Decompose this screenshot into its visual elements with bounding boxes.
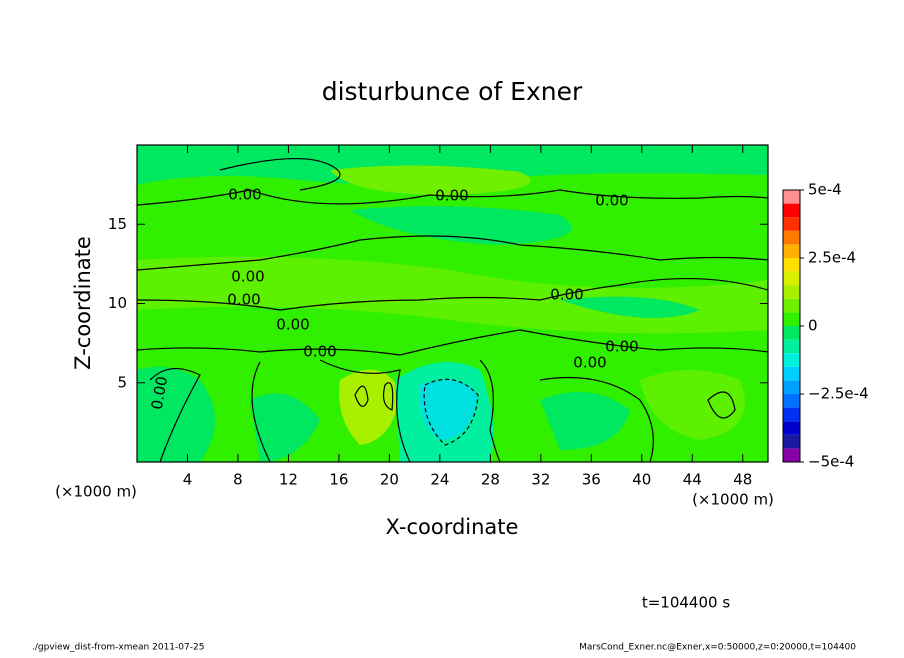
- colorbar-band: [783, 326, 800, 340]
- contour-line: [137, 235, 768, 271]
- field-patch: [137, 366, 215, 462]
- contour-label: 0.00: [227, 291, 260, 309]
- colorbar-band: [783, 244, 800, 258]
- contour-line: [423, 378, 479, 446]
- colorbar-tick-label: −5e-4: [808, 453, 854, 471]
- contour-line: [707, 391, 736, 419]
- colorbar-band: [783, 285, 800, 299]
- colorbar-band: [783, 353, 800, 367]
- colorbar-band: [783, 190, 800, 204]
- colorbar-band: [783, 203, 800, 218]
- field-patch: [419, 379, 478, 440]
- contour-label: 0.00: [148, 375, 172, 411]
- contour-line: [137, 189, 768, 206]
- x-tick-label: 48: [733, 471, 752, 489]
- colorbar-band: [783, 421, 800, 435]
- contour-label: 0.00: [276, 316, 309, 334]
- x-axis-title: X-coordinate: [386, 515, 519, 539]
- contour-line: [479, 359, 501, 462]
- colorbar-band: [783, 258, 800, 272]
- colorbar-tick-label: 5e-4: [808, 181, 842, 199]
- colorbar-tick-label: −2.5e-4: [808, 385, 869, 403]
- y-tick-label: 10: [108, 294, 127, 312]
- contour-line: [137, 329, 768, 356]
- colorbar-band: [783, 298, 800, 313]
- x-tick-label: 44: [683, 471, 702, 489]
- x-tick-label: 24: [430, 471, 449, 489]
- contour-label: 0.00: [228, 186, 261, 204]
- contour-labels: 0.00 0.00 0.00 0.00 0.00 0.00 0.00 0.00 …: [148, 186, 639, 411]
- chart-title: disturbunce of Exner: [322, 77, 583, 106]
- contour-line: [137, 278, 768, 311]
- contour-label: 0.00: [605, 338, 638, 356]
- colorbar-tick-label: 2.5e-4: [808, 249, 856, 267]
- colorbar-band: [783, 448, 800, 462]
- x-tick-label: 40: [632, 471, 651, 489]
- x-tick-label: 4: [183, 471, 193, 489]
- colorbar-band: [783, 380, 800, 394]
- x-unit: (×1000 m): [692, 491, 774, 509]
- contour-line: [354, 382, 394, 411]
- field-patch: [137, 256, 768, 334]
- y-axis-title: Z-coordinate: [71, 236, 95, 370]
- y-tick-label: 15: [108, 215, 127, 233]
- x-unit: (×1000 m): [55, 483, 137, 501]
- field-patch: [560, 296, 700, 318]
- colorbar-band: [783, 312, 800, 326]
- contour-line: [319, 359, 411, 462]
- footer-right: MarsCond_Exner.nc@Exner,x=0:50000,z=0:20…: [579, 643, 856, 653]
- colorbar-band: [783, 434, 800, 449]
- contour-line: [149, 368, 201, 462]
- time-label: t=104400 s: [642, 594, 730, 612]
- contour-line: [251, 361, 271, 462]
- colorbar-tick-label: 0: [808, 317, 818, 335]
- colorbar-band: [783, 230, 800, 245]
- contour-line: [219, 157, 341, 191]
- colorbar-band: [783, 271, 800, 286]
- contour-label: 0.00: [231, 268, 264, 286]
- y-tick-label: 5: [117, 373, 127, 391]
- field-patch: [137, 145, 768, 185]
- x-tick-label: 8: [233, 471, 243, 489]
- contour-label: 0.00: [595, 192, 628, 210]
- colorbar-band: [783, 217, 800, 231]
- contour-label: 0.00: [435, 187, 468, 205]
- contour-label: 0.00: [550, 286, 583, 304]
- x-tick-label: 28: [481, 471, 500, 489]
- colorbar-band: [783, 394, 800, 408]
- colorbar-band: [783, 366, 800, 381]
- field-patch: [250, 393, 320, 462]
- field-patch: [350, 206, 572, 245]
- footer-left: ./gpview_dist-from-xmean 2011-07-25: [32, 643, 204, 653]
- field-patch: [640, 370, 745, 440]
- contour-label: 0.00: [573, 354, 606, 372]
- contour-lines: [137, 157, 768, 462]
- contour-label: 0.00: [303, 343, 336, 361]
- x-tick-label: 12: [279, 471, 298, 489]
- colorbar-band: [783, 407, 800, 422]
- field-patch: [330, 165, 531, 195]
- x-tick-label: 32: [531, 471, 550, 489]
- contour-line: [539, 376, 654, 462]
- field-patch: [540, 392, 630, 450]
- colorbar-band: [783, 339, 800, 354]
- x-tick-label: 16: [329, 471, 348, 489]
- x-tick-label: 36: [582, 471, 601, 489]
- x-tick-label: 20: [380, 471, 399, 489]
